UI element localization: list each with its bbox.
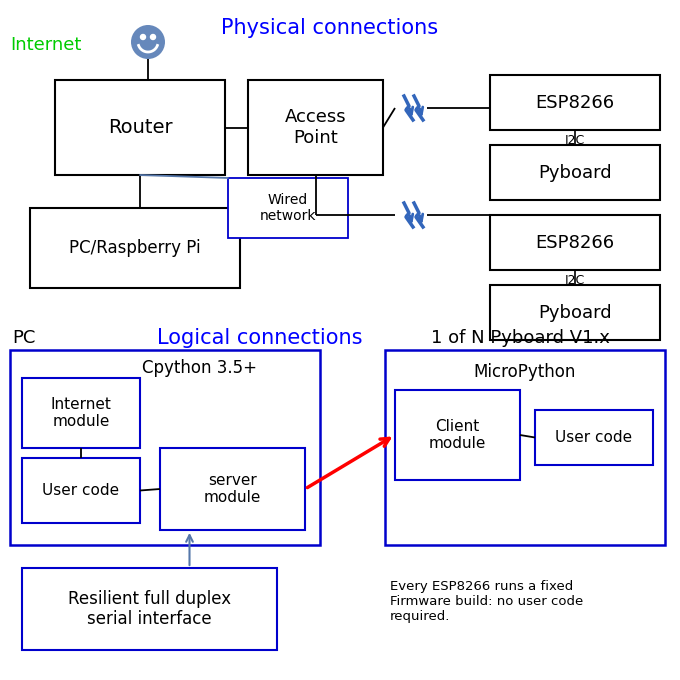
Bar: [22, 568, 277, 650]
Text: MicroPython: MicroPython: [474, 363, 576, 381]
Bar: [395, 390, 520, 480]
Text: Wired
network: Wired network: [260, 193, 316, 223]
Text: User code: User code: [42, 483, 120, 498]
Text: Logical connections: Logical connections: [157, 328, 362, 348]
Text: Resilient full duplex
serial interface: Resilient full duplex serial interface: [68, 590, 231, 628]
Text: Router: Router: [107, 118, 172, 137]
Text: Access
Point: Access Point: [285, 108, 346, 147]
Text: ESP8266: ESP8266: [535, 233, 615, 252]
Text: 1 of N Pyboard V1.x: 1 of N Pyboard V1.x: [430, 329, 609, 347]
Bar: [490, 145, 660, 200]
Bar: [385, 350, 665, 545]
Bar: [490, 285, 660, 340]
Text: server
module: server module: [204, 473, 261, 505]
Text: User code: User code: [556, 430, 632, 445]
Bar: [22, 378, 140, 448]
Text: Physical connections: Physical connections: [222, 18, 439, 38]
Text: PC/Raspberry Pi: PC/Raspberry Pi: [69, 239, 201, 257]
Bar: [248, 80, 383, 175]
Bar: [10, 350, 320, 545]
Bar: [160, 448, 305, 530]
Bar: [22, 458, 140, 523]
Circle shape: [141, 35, 146, 39]
Text: PC: PC: [12, 329, 35, 347]
Circle shape: [131, 25, 165, 59]
Bar: [55, 80, 225, 175]
Text: Cpython 3.5+: Cpython 3.5+: [143, 359, 258, 377]
Text: Every ESP8266 runs a fixed
Firmware build: no user code
required.: Every ESP8266 runs a fixed Firmware buil…: [390, 580, 583, 623]
Bar: [490, 215, 660, 270]
Text: I2C: I2C: [565, 133, 585, 146]
Bar: [535, 410, 653, 465]
Text: ESP8266: ESP8266: [535, 94, 615, 112]
Text: Pyboard: Pyboard: [538, 163, 612, 182]
Text: Internet: Internet: [10, 36, 82, 54]
Text: Pyboard: Pyboard: [538, 303, 612, 322]
Bar: [490, 75, 660, 130]
Text: I2C: I2C: [565, 273, 585, 286]
Text: Internet
module: Internet module: [50, 397, 112, 429]
Bar: [30, 208, 240, 288]
Bar: [228, 178, 348, 238]
Text: Client
module: Client module: [429, 419, 486, 452]
Circle shape: [150, 35, 156, 39]
